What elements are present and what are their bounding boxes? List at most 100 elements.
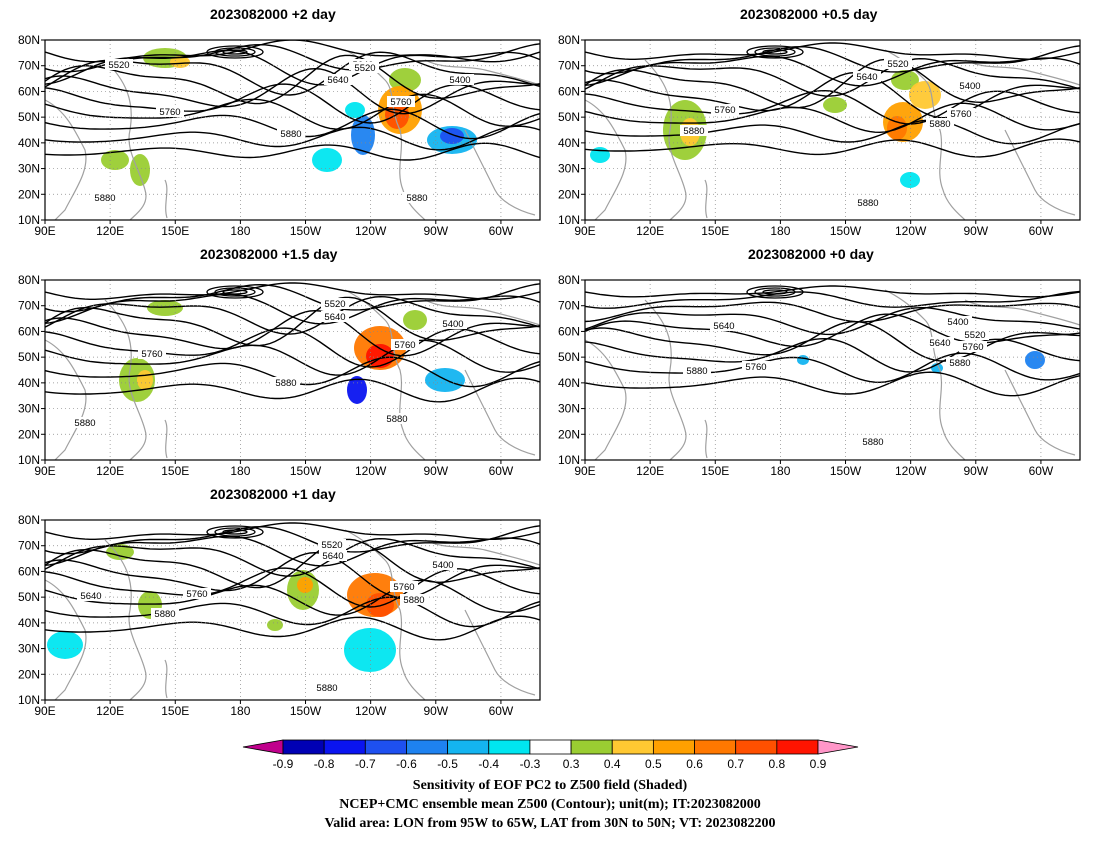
contour-label: 5880	[683, 126, 704, 137]
map-frame	[584, 39, 1081, 221]
contour-label: 5760	[390, 97, 411, 108]
contour-line	[585, 285, 1080, 298]
lat-tick-label: 70N	[18, 539, 40, 553]
lon-tick-label: 150W	[830, 464, 862, 478]
colorbar-label: 0.9	[810, 757, 827, 771]
contour-label: 5640	[324, 312, 345, 323]
contour-label-bg	[742, 361, 770, 372]
colorbar: -0.9 -0.8 -0.7 -0.6 -0.5 -0.4 -0.3 0.3 0.4 0.5 0.6…	[242, 739, 859, 771]
contour-label-bg	[446, 74, 474, 85]
coastline	[964, 59, 1080, 86]
coastline	[644, 59, 687, 220]
lon-tick-label: 120E	[96, 704, 124, 718]
contour-label: 5880	[280, 129, 301, 140]
lon-tick-label: 90E	[34, 224, 55, 238]
contour-label: 5520	[108, 60, 129, 71]
closed-contour	[206, 285, 264, 299]
lat-tick-label: 70N	[18, 59, 40, 73]
contour-line	[45, 125, 540, 151]
shading-region	[147, 300, 183, 316]
lat-tick-label: 40N	[558, 136, 580, 150]
lat-tick-label: 50N	[18, 110, 40, 124]
colorbar-label: -0.9	[273, 757, 294, 771]
contour-line	[45, 296, 540, 347]
lat-tick-label: 80N	[558, 273, 580, 287]
contour-line	[45, 551, 540, 599]
caption-line-3: Valid area: LON from 95W to 65W, LAT fro…	[324, 816, 776, 831]
lat-tick-label: 20N	[558, 187, 580, 201]
contour-label-bg	[321, 311, 349, 322]
lat-tick-label: 10N	[18, 693, 40, 707]
coastline	[704, 419, 708, 459]
contour-label-bg	[321, 298, 349, 309]
contour-label-bg	[683, 365, 711, 376]
lon-tick-label: 90E	[34, 464, 55, 478]
closed-contour	[206, 525, 264, 539]
coastline	[45, 339, 87, 460]
contour-line	[45, 377, 540, 403]
contour-line	[585, 371, 1080, 397]
contour-line	[45, 282, 540, 300]
lat-tick-label: 60N	[558, 84, 580, 98]
shading-region	[797, 355, 809, 365]
colorbar-label: -0.5	[437, 757, 458, 771]
contour-label: 5880	[316, 683, 337, 694]
shading-region	[366, 593, 394, 617]
coastline	[585, 99, 627, 220]
lat-tick-label: 50N	[558, 110, 580, 124]
colorbar-label: -0.3	[520, 757, 541, 771]
contour-label-bg	[156, 106, 184, 117]
coastline	[164, 419, 168, 459]
shading-region	[344, 628, 396, 672]
lon-tick-label: 90W	[963, 464, 988, 478]
coastline	[1004, 369, 1076, 456]
contour-label: 5520	[887, 59, 908, 70]
shading-region	[47, 631, 83, 659]
contour-line	[585, 58, 1080, 109]
shading-region	[137, 370, 153, 390]
coastline	[464, 129, 536, 216]
caption-line-2: NCEP+CMC ensemble mean Z500 (Contour); u…	[339, 797, 761, 812]
contour-label: 5520	[324, 299, 345, 310]
coastline	[164, 659, 168, 699]
lon-tick-label: 180	[770, 464, 790, 478]
contour-label: 5760	[393, 582, 414, 593]
contour-label: 5640	[80, 591, 101, 602]
coastline	[45, 99, 87, 220]
colorbar-label: -0.8	[314, 757, 335, 771]
lat-tick-label: 10N	[558, 453, 580, 467]
contour-label-bg	[710, 320, 738, 331]
contour-label: 5400	[449, 75, 470, 86]
coastline	[45, 579, 87, 700]
contour-line	[45, 283, 540, 313]
contour-line	[45, 309, 540, 357]
contour-label-bg	[390, 581, 418, 592]
contour-label-bg	[926, 118, 954, 129]
contour-line	[45, 522, 540, 540]
coastline	[585, 339, 627, 460]
panel-title: 2023082000 +0.5 day	[740, 6, 878, 22]
lat-tick-label: 50N	[18, 590, 40, 604]
lat-tick-label: 40N	[558, 376, 580, 390]
colorbar-area: -0.9 -0.8 -0.7 -0.6 -0.5 -0.4 -0.3 0.3 0.4 0.5 0.6…	[0, 738, 1100, 850]
contour-label-bg	[71, 417, 99, 428]
lat-tick-label: 40N	[18, 616, 40, 630]
lat-tick-label: 10N	[18, 453, 40, 467]
colorbar-label: -0.6	[396, 757, 417, 771]
contour-label: 5640	[322, 551, 343, 562]
contour-line	[45, 93, 540, 130]
map-frame	[44, 519, 541, 701]
map-panel-p0: 5640 5400 5520 5640 5760 5880 5760 5880 5880 10N 2…	[558, 273, 1081, 478]
contour-label-bg	[318, 539, 346, 550]
lon-tick-label: 120W	[895, 224, 927, 238]
shading-region	[345, 102, 365, 118]
contour-label-bg	[680, 125, 708, 136]
contour-line	[45, 67, 540, 115]
lon-tick-label: 90E	[574, 224, 595, 238]
closed-contour	[762, 49, 788, 55]
coastline	[644, 299, 687, 460]
lon-tick-label: 90E	[34, 704, 55, 718]
lon-tick-label: 90W	[423, 224, 448, 238]
